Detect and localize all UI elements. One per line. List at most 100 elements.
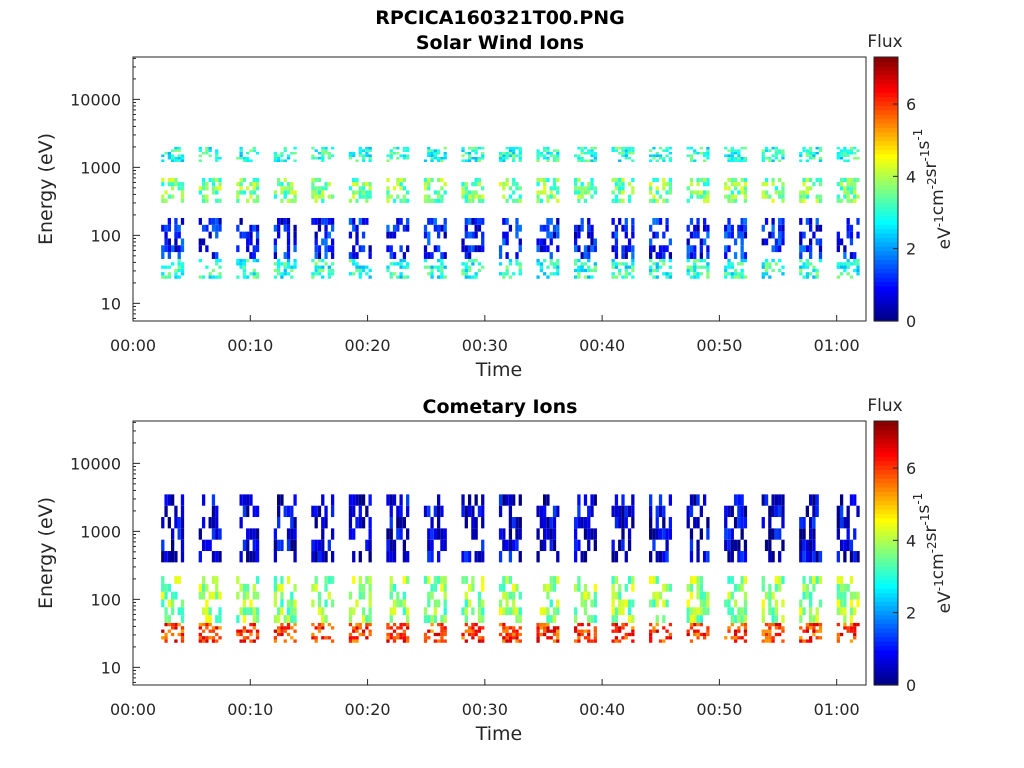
heatmap-cell [856, 265, 860, 269]
heatmap-cell [215, 177, 219, 183]
heatmap-cell [549, 194, 553, 199]
heatmap-cell [508, 539, 513, 552]
heatmap-cell [587, 615, 591, 623]
heatmap-cell [392, 551, 397, 563]
heatmap-cell [856, 149, 860, 152]
heatmap-cell [552, 629, 557, 633]
heatmap-cell [505, 632, 509, 637]
heatmap-cell [443, 583, 447, 592]
heatmap-cell [440, 615, 444, 623]
colorbar-unit-label: eV-1cm-2sr-1s-1 [911, 493, 955, 614]
heatmap-cell [436, 258, 441, 263]
heatmap-cell [392, 262, 397, 266]
heatmap-cell [689, 607, 694, 616]
colorbar-tick-label: 4 [906, 531, 916, 550]
heatmap-cell [631, 190, 635, 195]
heatmap-cell [505, 639, 509, 643]
heatmap-cell [174, 639, 178, 643]
x-axis-label: Time [475, 359, 523, 381]
heatmap-cell [396, 182, 400, 187]
heatmap-cell [611, 622, 615, 627]
heatmap-cell [277, 156, 281, 160]
heatmap-cell [286, 231, 291, 239]
heatmap-cell [740, 607, 744, 616]
heatmap-cell [556, 245, 560, 253]
heatmap-cell [655, 505, 659, 518]
heatmap-cell [436, 576, 441, 584]
heatmap-cell [246, 583, 250, 592]
heatmap-cell [518, 262, 522, 266]
heatmap-cell [273, 252, 278, 259]
heatmap-cell [743, 591, 748, 600]
heatmap-cell [277, 629, 281, 633]
heatmap-cell [771, 159, 775, 162]
heatmap-cell [652, 231, 656, 239]
heatmap-cell [399, 626, 403, 630]
heatmap-cell [433, 599, 437, 608]
heatmap-cell [686, 258, 690, 263]
heatmap-cell [502, 629, 506, 633]
heatmap-cell [577, 198, 581, 203]
heatmap-cell [546, 629, 550, 633]
heatmap-cell [836, 583, 840, 592]
heatmap-cell [402, 599, 407, 608]
heatmap-cell [321, 268, 325, 273]
heatmap-cell [164, 198, 168, 203]
heatmap-cell [702, 159, 707, 162]
heatmap-cell [436, 528, 441, 540]
heatmap-cell [624, 622, 628, 627]
heatmap-cell [577, 154, 581, 157]
heatmap-cell [743, 632, 748, 637]
heatmap-cell [246, 636, 250, 640]
heatmap-cell [512, 583, 516, 592]
heatmap-cell [464, 599, 468, 608]
heatmap-cell [836, 245, 840, 253]
heatmap-cell [543, 156, 547, 160]
heatmap-cell [812, 517, 816, 529]
heatmap-cell [273, 583, 278, 592]
heatmap-cell [621, 177, 625, 183]
heatmap-cell [311, 182, 315, 187]
heatmap-cell [849, 182, 854, 187]
heatmap-cell [352, 494, 356, 506]
heatmap-cell [856, 177, 860, 183]
heatmap-cell [518, 268, 522, 273]
heatmap-cell [686, 629, 690, 633]
heatmap-cell [846, 194, 850, 199]
heatmap-cell [815, 551, 819, 563]
heatmap-cell [809, 591, 813, 600]
heatmap-cell [358, 265, 362, 269]
heatmap-cell [502, 607, 506, 616]
heatmap-cell [518, 156, 522, 160]
heatmap-cell [355, 159, 359, 162]
heatmap-cell [812, 632, 816, 637]
heatmap-cell [771, 591, 775, 600]
heatmap-cell [180, 190, 185, 195]
heatmap-cell [518, 186, 522, 191]
colorbar-segment [874, 460, 898, 466]
heatmap-cell [433, 151, 437, 155]
heatmap-cell [324, 252, 328, 259]
heatmap-cell [430, 622, 434, 627]
heatmap-cell [280, 539, 284, 552]
heatmap-cell [273, 551, 278, 563]
heatmap-cell [577, 258, 581, 263]
heatmap-cell [433, 245, 437, 253]
heatmap-cell [815, 218, 819, 225]
heatmap-cell [406, 265, 410, 269]
heatmap-cell [771, 154, 775, 157]
heatmap-cell [399, 218, 403, 225]
heatmap-cell [255, 576, 260, 584]
heatmap-cell [702, 151, 707, 155]
heatmap-cell [849, 607, 854, 616]
heatmap-cell [774, 494, 779, 506]
heatmap-cell [249, 629, 253, 633]
heatmap-cell [218, 198, 222, 203]
heatmap-cell [668, 583, 673, 592]
heatmap-cell [311, 177, 315, 183]
heatmap-cell [277, 154, 281, 157]
heatmap-cell [593, 591, 597, 600]
heatmap-cell [355, 494, 359, 506]
heatmap-cell [324, 615, 328, 623]
